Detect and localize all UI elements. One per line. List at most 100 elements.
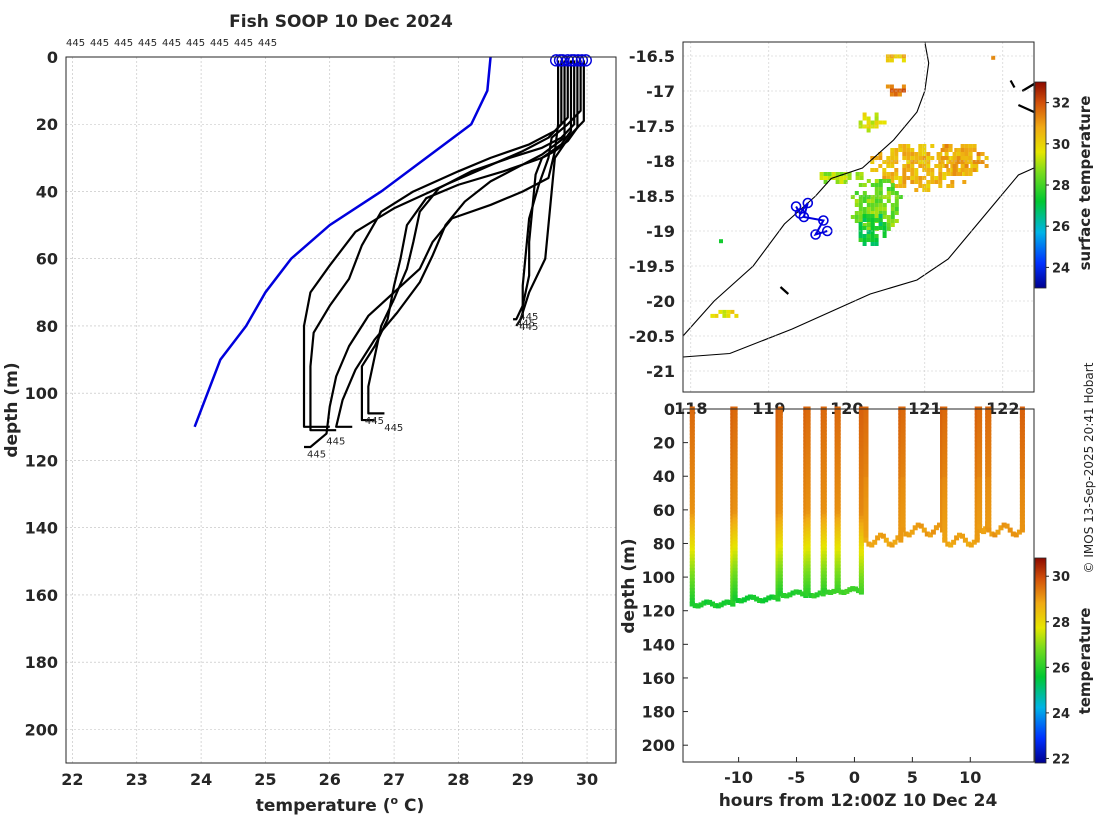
sst-pixel bbox=[918, 160, 923, 164]
sst-pixel bbox=[926, 180, 931, 184]
section-sample bbox=[942, 473, 948, 479]
section-sample bbox=[986, 470, 992, 476]
section-sample bbox=[835, 541, 841, 546]
section-sample bbox=[858, 419, 864, 425]
section-sample bbox=[942, 436, 948, 442]
section-sample bbox=[858, 581, 864, 587]
section-sample bbox=[858, 500, 864, 506]
section-sample bbox=[732, 426, 738, 432]
section-sample bbox=[977, 480, 983, 486]
section-y-tick-label: 20 bbox=[653, 434, 675, 453]
section-sample bbox=[900, 453, 906, 459]
section-sample bbox=[821, 514, 827, 520]
section-sample bbox=[977, 430, 983, 435]
sst-pixel bbox=[942, 176, 947, 180]
sst-pixel bbox=[906, 156, 911, 160]
section-sample bbox=[858, 446, 864, 452]
sst-pixel bbox=[870, 207, 875, 211]
section-sample bbox=[689, 574, 695, 580]
sst-pixel bbox=[874, 211, 879, 215]
section-sample bbox=[1019, 527, 1025, 533]
sst-pixel bbox=[954, 148, 959, 152]
section-sample bbox=[977, 443, 983, 449]
section-sample bbox=[777, 460, 783, 466]
section-sample bbox=[828, 590, 834, 595]
section-sample bbox=[835, 571, 841, 577]
section-sample bbox=[900, 497, 906, 503]
section-sample bbox=[732, 473, 738, 479]
sst-pixel bbox=[862, 112, 867, 117]
section-sample bbox=[977, 510, 983, 516]
sst-pixel bbox=[890, 191, 895, 195]
section-sample bbox=[986, 510, 992, 516]
sst-pixel bbox=[897, 92, 902, 97]
section-sample bbox=[777, 534, 783, 540]
sst-pixel bbox=[878, 207, 883, 211]
section-sample bbox=[895, 535, 901, 541]
section-sample bbox=[986, 517, 992, 523]
sst-pixel bbox=[940, 160, 945, 164]
section-sample bbox=[777, 537, 783, 543]
section-sample bbox=[732, 517, 738, 523]
section-sample bbox=[858, 423, 864, 429]
section-sample bbox=[732, 588, 738, 593]
coastline-segment bbox=[1017, 103, 1035, 114]
sst-pixel bbox=[890, 183, 895, 187]
section-sample bbox=[1019, 430, 1025, 435]
sst-pixel bbox=[858, 238, 863, 242]
sst-pixel bbox=[950, 184, 955, 188]
section-sample bbox=[732, 596, 738, 602]
section-sample bbox=[863, 477, 869, 483]
section-sample bbox=[821, 524, 827, 530]
section-sample bbox=[863, 500, 869, 506]
sst-pixel bbox=[890, 187, 895, 191]
profile-start-marker bbox=[561, 54, 574, 67]
section-sample bbox=[732, 547, 738, 553]
sst-pixel bbox=[862, 234, 867, 238]
section-sample bbox=[835, 433, 841, 439]
sst-pixel bbox=[823, 176, 828, 180]
sst-pixel bbox=[984, 164, 989, 168]
left-y-tick-label: 0 bbox=[47, 48, 58, 67]
sst-pixel bbox=[964, 168, 969, 172]
section-sample bbox=[1013, 532, 1019, 538]
section-sample bbox=[986, 450, 992, 456]
section-sample bbox=[863, 537, 869, 543]
sst-pixel bbox=[906, 176, 911, 180]
section-sample bbox=[689, 598, 695, 604]
section-y-tick-label: 80 bbox=[653, 534, 675, 553]
section-sample bbox=[995, 529, 1001, 535]
left-y-tick-label: 120 bbox=[25, 451, 58, 470]
section-sample bbox=[1019, 443, 1025, 449]
sst-pixel bbox=[886, 187, 891, 191]
sst-pixel bbox=[894, 176, 899, 180]
sst-pixel bbox=[902, 184, 907, 188]
section-sample bbox=[942, 490, 948, 496]
section-sample bbox=[1001, 522, 1007, 528]
section-sample bbox=[781, 593, 786, 598]
section-sample bbox=[869, 542, 875, 548]
section-sample bbox=[777, 544, 783, 550]
section-sample bbox=[986, 520, 992, 526]
section-sample bbox=[821, 534, 827, 540]
section-sample bbox=[821, 581, 827, 587]
sst-pixel bbox=[926, 168, 931, 172]
sst-pixel bbox=[823, 180, 828, 184]
section-sample bbox=[977, 413, 983, 419]
section-sample bbox=[805, 520, 811, 526]
section-sample bbox=[777, 433, 783, 439]
sst-pixel bbox=[878, 199, 883, 203]
section-sample bbox=[1019, 409, 1025, 415]
sst-pixel bbox=[938, 184, 943, 188]
sst-pixel bbox=[886, 172, 891, 176]
section-sample bbox=[858, 487, 864, 493]
section-sample bbox=[900, 470, 906, 476]
section-sample bbox=[805, 463, 811, 469]
sst-pixel bbox=[878, 183, 883, 187]
section-sample bbox=[835, 584, 841, 590]
section-sample bbox=[856, 588, 861, 594]
sst-pixel bbox=[878, 211, 883, 215]
section-sample bbox=[805, 477, 811, 483]
section-sample bbox=[805, 493, 811, 499]
